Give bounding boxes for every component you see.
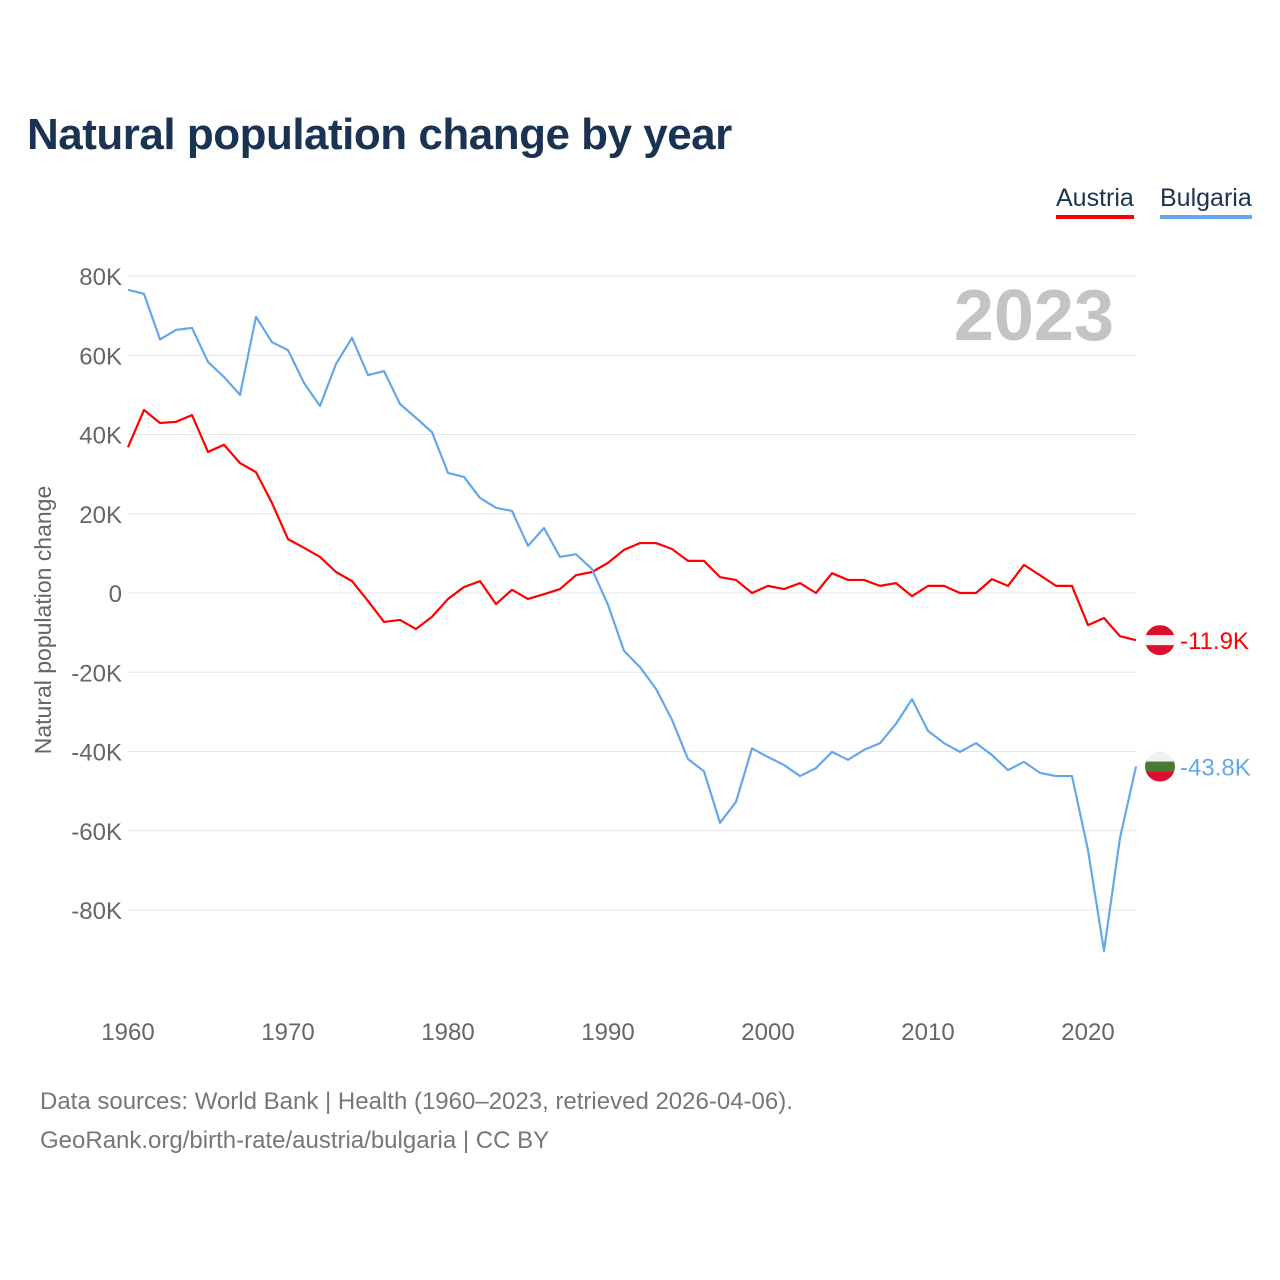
y-tick-label: -40K	[71, 740, 122, 767]
x-tick-label: 1990	[581, 1019, 634, 1046]
y-axis-label: Natural population change	[30, 486, 56, 755]
austria-flag-icon	[1145, 625, 1175, 656]
x-tick-label: 2020	[1061, 1019, 1114, 1046]
y-tick-label: 80K	[79, 264, 122, 291]
x-tick-label: 2000	[741, 1019, 794, 1046]
y-tick-label: 20K	[79, 502, 122, 529]
legend-austria[interactable]: Austria	[1056, 184, 1134, 219]
y-tick-label: 60K	[79, 343, 122, 370]
x-tick-label: 1980	[421, 1019, 474, 1046]
y-tick-label: -80K	[71, 898, 122, 925]
x-tick-label: 1970	[261, 1019, 314, 1046]
legend-bulgaria[interactable]: Bulgaria	[1160, 184, 1252, 219]
series-line-bulgaria	[127, 288, 1138, 952]
chart-title: Natural population change by year	[27, 110, 732, 159]
end-value-label-bulgaria: -43.8K	[1180, 755, 1251, 782]
y-tick-label: -60K	[71, 819, 122, 846]
end-value-label-austria: -11.9K	[1180, 628, 1249, 655]
y-tick-label: -20K	[71, 660, 122, 687]
footer-sources: Data sources: World Bank | Health (1960–…	[40, 1088, 793, 1115]
y-tick-label: 40K	[79, 423, 122, 450]
x-tick-label: 1960	[101, 1019, 154, 1046]
x-tick-label: 2010	[901, 1019, 954, 1046]
year-overlay: 2023	[954, 276, 1114, 356]
footer-link[interactable]: GeoRank.org/birth-rate/austria/bulgaria …	[40, 1127, 550, 1154]
series-line-austria	[126, 408, 1137, 642]
bulgaria-flag-icon	[1145, 751, 1175, 782]
y-tick-label: 0	[109, 581, 122, 608]
